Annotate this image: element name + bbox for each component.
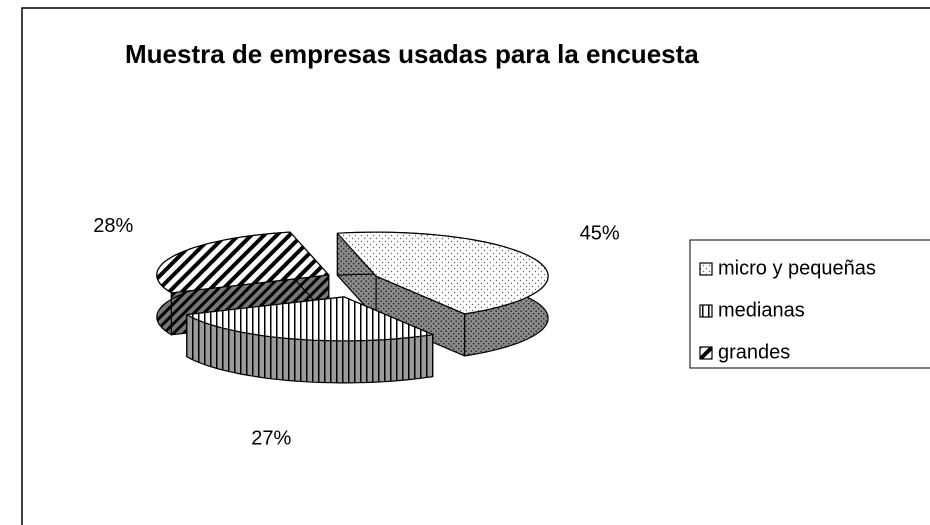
pie-slice xyxy=(186,296,434,342)
chart-title: Muestra de empresas usadas para la encue… xyxy=(125,39,699,69)
legend-swatch xyxy=(699,346,713,360)
data-label: 45% xyxy=(580,223,620,245)
legend-swatch xyxy=(699,304,713,318)
legend-swatch xyxy=(699,262,713,276)
pie: 28% 45% 27% xyxy=(93,215,620,450)
data-label: 28% xyxy=(93,215,133,237)
data-label: 27% xyxy=(251,427,291,449)
legend-label: micro y pequeñas xyxy=(718,257,876,279)
legend-label: grandes xyxy=(718,341,790,363)
pie-slice xyxy=(336,231,549,315)
legend-items: micro y pequeñas medianas grandes xyxy=(699,257,876,363)
pie-slice xyxy=(156,231,330,294)
legend-label: medianas xyxy=(718,299,805,321)
legend xyxy=(689,239,930,369)
